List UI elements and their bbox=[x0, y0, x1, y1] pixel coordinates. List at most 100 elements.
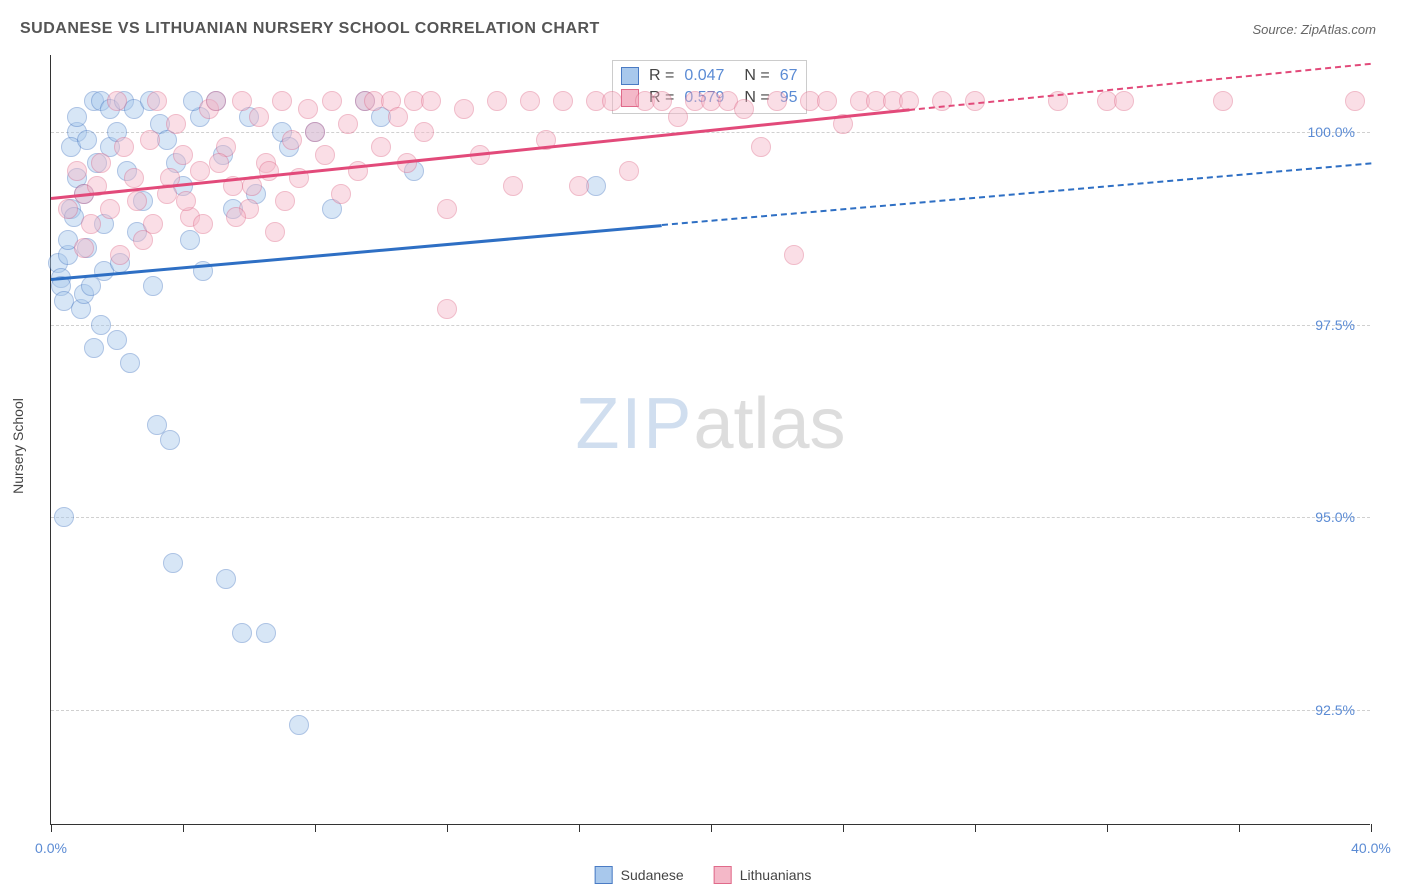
data-point bbox=[371, 137, 391, 157]
x-tick bbox=[711, 824, 712, 832]
data-point bbox=[454, 99, 474, 119]
x-tick bbox=[843, 824, 844, 832]
data-point bbox=[331, 184, 351, 204]
gridline-h bbox=[51, 132, 1370, 133]
x-tick bbox=[1107, 824, 1108, 832]
x-tick-label: 0.0% bbox=[35, 840, 67, 856]
data-point bbox=[107, 91, 127, 111]
data-point bbox=[817, 91, 837, 111]
data-point bbox=[124, 168, 144, 188]
data-point bbox=[520, 91, 540, 111]
data-point bbox=[602, 91, 622, 111]
data-point bbox=[100, 199, 120, 219]
chart-legend: Sudanese Lithuanians bbox=[595, 866, 812, 884]
data-point bbox=[569, 176, 589, 196]
x-tick bbox=[315, 824, 316, 832]
data-point bbox=[91, 153, 111, 173]
data-point bbox=[173, 145, 193, 165]
data-point bbox=[127, 191, 147, 211]
n-label: N = bbox=[744, 67, 769, 85]
data-point bbox=[437, 199, 457, 219]
data-point bbox=[84, 338, 104, 358]
data-point bbox=[275, 191, 295, 211]
data-point bbox=[54, 507, 74, 527]
data-point bbox=[265, 222, 285, 242]
data-point bbox=[298, 99, 318, 119]
data-point bbox=[553, 91, 573, 111]
data-point bbox=[91, 315, 111, 335]
watermark: ZIPatlas bbox=[575, 383, 845, 465]
x-tick-label: 40.0% bbox=[1351, 840, 1391, 856]
y-tick-label: 100.0% bbox=[1308, 124, 1355, 140]
data-point bbox=[107, 330, 127, 350]
legend-label-sudanese: Sudanese bbox=[621, 867, 684, 883]
stats-row: R =0.047N =67 bbox=[621, 65, 798, 87]
y-tick-label: 95.0% bbox=[1315, 509, 1355, 525]
legend-item-sudanese: Sudanese bbox=[595, 866, 684, 884]
data-point bbox=[226, 207, 246, 227]
stats-swatch bbox=[621, 67, 639, 85]
data-point bbox=[767, 91, 787, 111]
data-point bbox=[487, 91, 507, 111]
data-point bbox=[232, 623, 252, 643]
data-point bbox=[784, 245, 804, 265]
data-point bbox=[437, 299, 457, 319]
data-point bbox=[1114, 91, 1134, 111]
data-point bbox=[114, 137, 134, 157]
data-point bbox=[289, 715, 309, 735]
data-point bbox=[216, 569, 236, 589]
x-tick bbox=[1371, 824, 1372, 832]
data-point bbox=[163, 553, 183, 573]
chart-title: SUDANESE VS LITHUANIAN NURSERY SCHOOL CO… bbox=[20, 20, 600, 38]
data-point bbox=[110, 245, 130, 265]
data-point bbox=[315, 145, 335, 165]
legend-item-lithuanians: Lithuanians bbox=[714, 866, 812, 884]
data-point bbox=[143, 276, 163, 296]
data-point bbox=[1213, 91, 1233, 111]
data-point bbox=[67, 161, 87, 181]
data-point bbox=[619, 161, 639, 181]
data-point bbox=[305, 122, 325, 142]
data-point bbox=[147, 91, 167, 111]
swatch-lithuanians bbox=[714, 866, 732, 884]
data-point bbox=[388, 107, 408, 127]
r-label: R = bbox=[649, 67, 674, 85]
data-point bbox=[67, 107, 87, 127]
source-attribution: Source: ZipAtlas.com bbox=[1252, 22, 1376, 37]
data-point bbox=[272, 91, 292, 111]
gridline-h bbox=[51, 710, 1370, 711]
data-point bbox=[751, 137, 771, 157]
data-point bbox=[193, 214, 213, 234]
data-point bbox=[421, 91, 441, 111]
data-point bbox=[668, 107, 688, 127]
x-tick bbox=[51, 824, 52, 832]
data-point bbox=[249, 107, 269, 127]
source-prefix: Source: bbox=[1252, 22, 1300, 37]
gridline-h bbox=[51, 517, 1370, 518]
data-point bbox=[282, 130, 302, 150]
data-point bbox=[166, 114, 186, 134]
data-point bbox=[338, 114, 358, 134]
data-point bbox=[1345, 91, 1365, 111]
data-point bbox=[209, 153, 229, 173]
trend-line-dashed bbox=[661, 163, 1371, 227]
watermark-atlas: atlas bbox=[693, 384, 845, 464]
data-point bbox=[160, 430, 180, 450]
y-axis-label: Nursery School bbox=[10, 398, 26, 494]
x-tick bbox=[579, 824, 580, 832]
data-point bbox=[120, 353, 140, 373]
data-point bbox=[734, 99, 754, 119]
data-point bbox=[190, 161, 210, 181]
x-tick bbox=[447, 824, 448, 832]
data-point bbox=[206, 91, 226, 111]
y-tick-label: 92.5% bbox=[1315, 702, 1355, 718]
swatch-sudanese bbox=[595, 866, 613, 884]
legend-label-lithuanians: Lithuanians bbox=[740, 867, 812, 883]
data-point bbox=[322, 91, 342, 111]
data-point bbox=[652, 91, 672, 111]
data-point bbox=[140, 130, 160, 150]
data-point bbox=[503, 176, 523, 196]
x-tick bbox=[1239, 824, 1240, 832]
gridline-h bbox=[51, 325, 1370, 326]
data-point bbox=[414, 122, 434, 142]
